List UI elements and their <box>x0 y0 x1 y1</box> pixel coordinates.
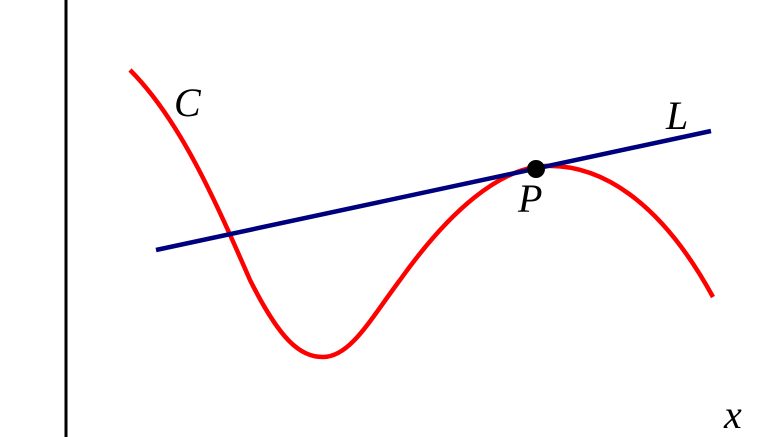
tangent-point <box>527 160 545 178</box>
line-label: L <box>665 93 688 138</box>
curve <box>128 68 715 360</box>
tangent-line <box>155 128 712 253</box>
point-label: P <box>517 176 542 221</box>
curve-label: C <box>174 80 202 125</box>
axis-label: x <box>723 392 742 437</box>
